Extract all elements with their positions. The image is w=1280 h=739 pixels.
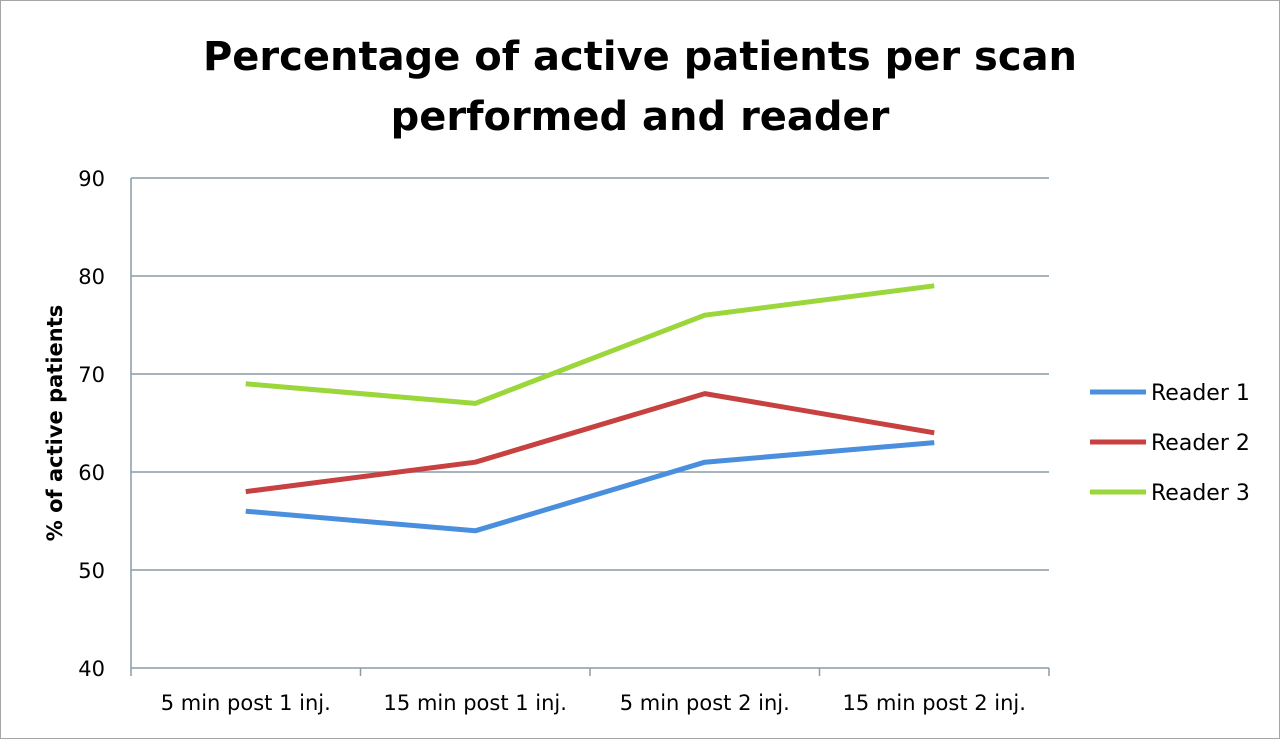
series-line-reader-1 [245, 440, 935, 534]
gridlines [131, 177, 1049, 571]
legend-label-reader-2: Reader 2 [1151, 431, 1250, 456]
y-tick-label: 90 [78, 167, 105, 191]
chart-title-line-2: performed and reader [391, 94, 890, 140]
x-tick-label: 15 min post 1 inj. [384, 691, 567, 715]
y-tick-label: 80 [78, 265, 105, 289]
axes [130, 178, 1050, 676]
data-series [245, 283, 935, 534]
series-line-reader-3 [245, 283, 935, 406]
series-line-reader-2 [245, 391, 935, 495]
legend-label-reader-1: Reader 1 [1151, 381, 1250, 406]
legend: Reader 1 Reader 2 Reader 3 [1090, 381, 1250, 506]
y-tick-label: 50 [78, 559, 105, 583]
y-tick-label: 40 [78, 657, 105, 681]
x-tick-label: 5 min post 1 inj. [161, 691, 331, 715]
chart-title: Percentage of active patients per scan p… [203, 34, 1077, 140]
x-tick-label: 15 min post 2 inj. [843, 691, 1026, 715]
y-tick-labels: 40 50 60 70 80 90 [78, 167, 105, 681]
y-axis-label: % of active patients [43, 305, 67, 542]
x-tick-labels: 5 min post 1 inj. 15 min post 1 inj. 5 min… [161, 691, 1026, 715]
chart-title-line-1: Percentage of active patients per scan [203, 34, 1077, 80]
y-tick-label: 60 [78, 461, 105, 485]
x-tick-label: 5 min post 2 inj. [620, 691, 790, 715]
y-tick-label: 70 [78, 363, 105, 387]
legend-label-reader-3: Reader 3 [1151, 481, 1250, 506]
